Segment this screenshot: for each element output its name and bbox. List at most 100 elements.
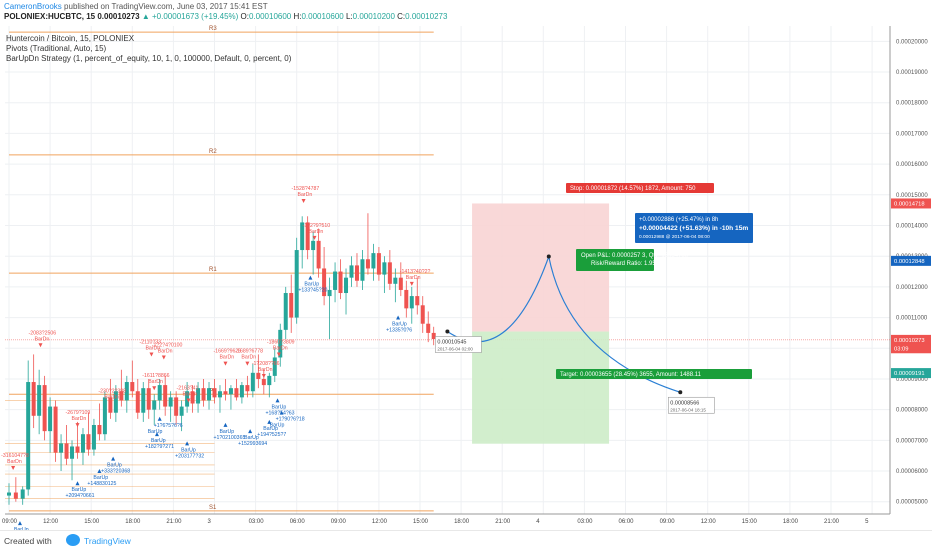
y-tick-label: 0.00007000 <box>896 438 928 444</box>
signal-label: BarDn <box>309 229 324 235</box>
candle-body <box>305 222 310 251</box>
low-label: L: <box>345 12 353 21</box>
candle-body <box>86 434 91 450</box>
candle-body <box>70 446 75 459</box>
candle-body <box>234 388 239 398</box>
candle-body <box>141 388 146 413</box>
candle-body <box>152 400 157 410</box>
candle-body <box>135 391 140 413</box>
signal-label: BarUp <box>93 475 108 481</box>
signal-amount: +1335?0?6 <box>386 328 412 334</box>
candle-body <box>113 391 118 413</box>
candle-body <box>398 277 403 290</box>
signal-amount: -1860?3809 <box>267 339 295 345</box>
candle-body <box>7 492 11 496</box>
signal-label: BarUp <box>151 438 166 444</box>
candle-body <box>409 296 414 309</box>
projection-price: 0.00010545 <box>437 340 466 346</box>
y-tick-label: 0.00019000 <box>896 70 928 76</box>
signal-down-arrow-icon <box>11 466 16 471</box>
price-tag-box <box>891 343 931 354</box>
author-name[interactable]: CameronBrooks <box>4 2 62 11</box>
candle-body <box>261 378 266 386</box>
x-tick-label: 18:00 <box>783 519 799 525</box>
signal-amount: +333?20368 <box>101 469 130 475</box>
profit-zone <box>472 331 610 444</box>
target-label-box <box>556 369 752 379</box>
price-tag-label: 0.00009191 <box>894 371 925 377</box>
candle-body <box>431 332 436 340</box>
signal-down-arrow-icon <box>409 281 414 286</box>
legend-pivots[interactable]: Pivots (Traditional, Auto, 15) <box>6 44 107 53</box>
risk-reward-label: Risk/Reward Ratio: 1.95 <box>591 261 656 267</box>
legend-strategy[interactable]: BarUpDn Strategy (1, percent_of_equity, … <box>6 54 292 63</box>
signal-label: BarUp <box>244 435 259 441</box>
signal-up-arrow-icon <box>248 429 253 434</box>
candle-body <box>354 265 359 281</box>
candle-body <box>26 382 31 490</box>
signal-label: BarDn <box>241 355 256 361</box>
signal-label: BarUp <box>272 404 287 410</box>
signal-amount: -1611?8866 <box>142 373 169 379</box>
candle-body <box>338 271 343 294</box>
x-tick-label: 06:00 <box>290 519 306 525</box>
candle-body <box>371 253 376 269</box>
signal-up-arrow-icon <box>396 315 401 320</box>
tradingview-brand[interactable]: TradingView <box>84 536 131 546</box>
target-label: Target: 0.00003655 (28.45%) 3655, Amount… <box>560 372 702 378</box>
signal-up-arrow-icon <box>279 410 284 415</box>
stop-label: Stop: 0.00001872 (14.57%) 1872, Amount: … <box>570 186 696 192</box>
signal-up-arrow-icon <box>185 441 190 446</box>
signal-label: BarDn <box>158 349 173 355</box>
x-tick-label: 15:00 <box>84 519 100 525</box>
x-tick-label: 18:00 <box>454 519 470 525</box>
x-tick-label: 03:00 <box>577 519 593 525</box>
candle-body <box>64 443 69 459</box>
price-tag-box <box>891 198 931 209</box>
x-tick-label: 12:00 <box>701 519 717 525</box>
x-tick-label: 3 <box>208 519 212 525</box>
pivot-label: S1 <box>209 505 217 511</box>
low-value: 0.00010200 <box>352 12 395 21</box>
signal-up-arrow-icon <box>157 416 162 421</box>
candle-body <box>102 397 107 435</box>
signal-label: BarUp <box>304 282 319 288</box>
signal-amount: -1528?4787 <box>292 186 320 192</box>
signal-down-arrow-icon <box>223 361 228 366</box>
candle-body <box>272 357 277 376</box>
stop-label-box <box>566 183 714 193</box>
x-tick-label: 09:00 <box>2 519 18 525</box>
signal-down-arrow-icon <box>312 235 317 240</box>
candle-body <box>420 305 425 324</box>
price-tag-label: 03:09 <box>894 346 909 352</box>
candle-body <box>91 424 96 450</box>
candle-body <box>223 391 228 395</box>
signal-amount: +168?54?63 <box>266 410 295 416</box>
tradingview-logo-icon[interactable] <box>66 534 80 546</box>
price-tag-label: 0.00010273 <box>894 338 925 344</box>
price-chart[interactable]: 0.00020000 0.00019000 0.00018000 0.00017000… <box>0 0 932 530</box>
signal-amount: -2110?33 <box>139 339 161 345</box>
candle-body <box>212 388 217 398</box>
pivot-label: R2 <box>209 149 217 155</box>
signal-label: BarDn <box>298 192 313 198</box>
signal-up-arrow-icon <box>223 422 228 427</box>
signal-down-arrow-icon <box>149 352 154 357</box>
candle-body <box>217 391 222 398</box>
candle-body <box>163 385 168 407</box>
signal-down-arrow-icon <box>38 343 43 348</box>
y-tick-label: 0.00014000 <box>896 223 928 229</box>
signal-amount: -3161047?8 <box>1 453 29 459</box>
signal-label: BarDn <box>148 379 163 385</box>
candle-body <box>179 406 184 416</box>
close-value: 0.00010273 <box>405 12 448 21</box>
candle-body <box>283 293 288 330</box>
x-tick-label: 4 <box>536 519 540 525</box>
candle-body <box>278 329 283 358</box>
signal-amount: -1?2?4?0100 <box>152 343 183 349</box>
signal-down-arrow-icon <box>161 355 166 360</box>
x-tick-label: 5 <box>865 519 869 525</box>
y-tick-label: 0.00009000 <box>896 377 928 383</box>
projection-label-2: +0.00004422 (+51.63%) in -10h 15m <box>639 225 748 232</box>
signal-amount: -1?208??66 <box>252 361 280 367</box>
